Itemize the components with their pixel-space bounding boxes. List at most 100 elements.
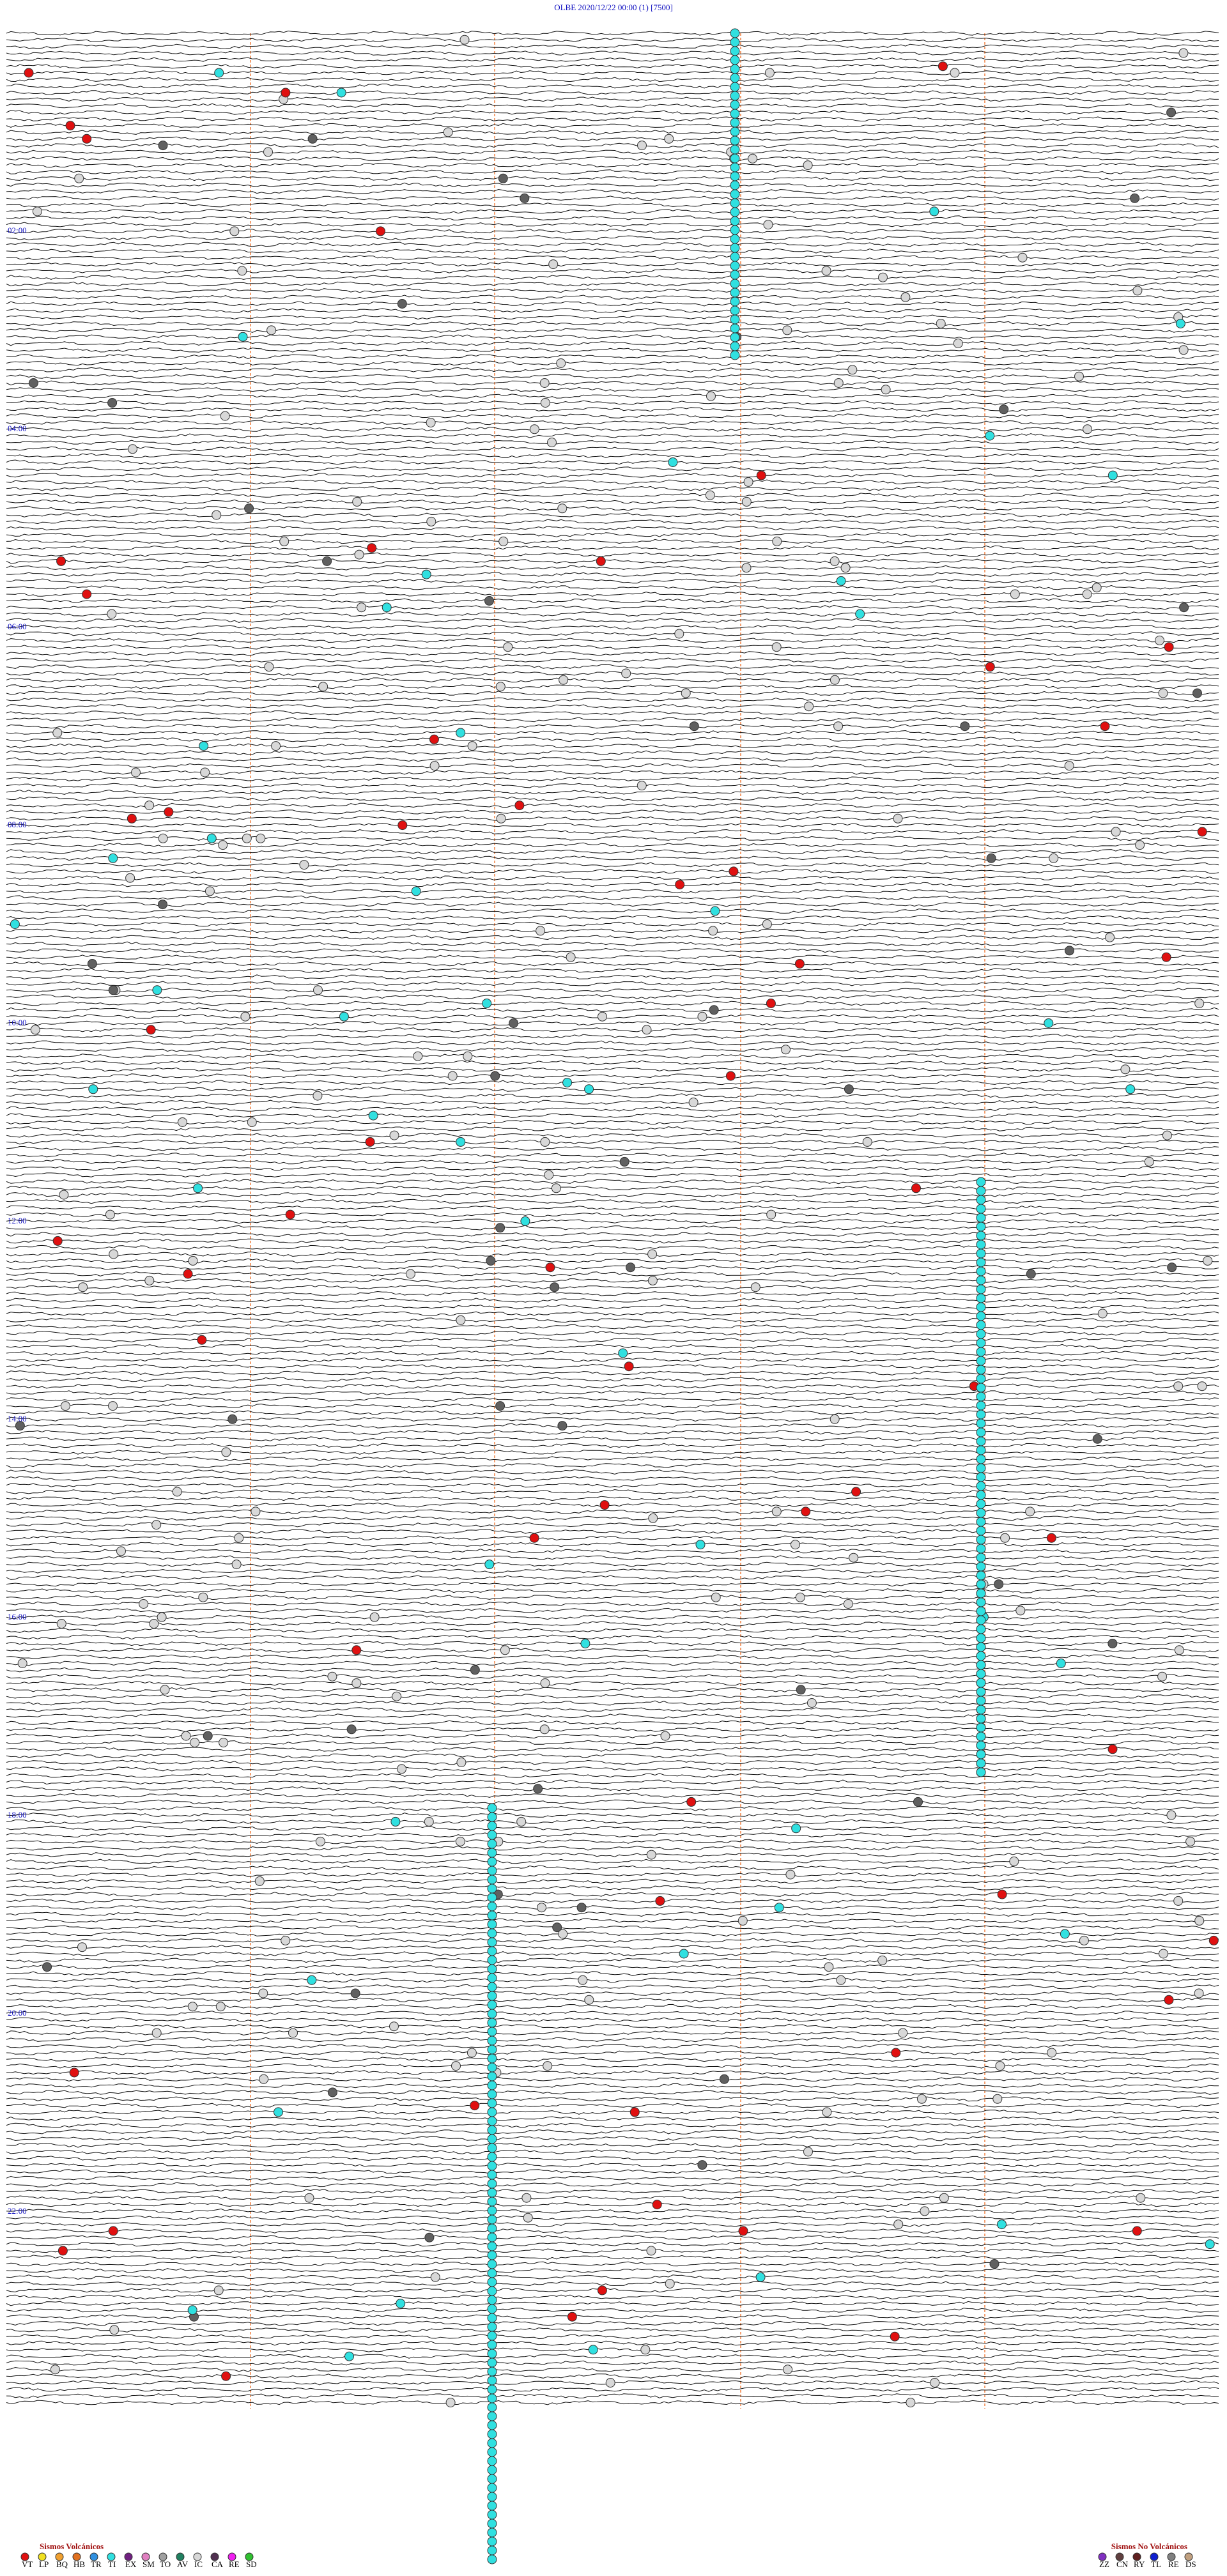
- trace: [6, 1278, 1219, 1284]
- event-marker: [1092, 1434, 1102, 1444]
- event-marker: [929, 206, 939, 217]
- event-marker: [487, 2304, 497, 2314]
- trace: [6, 2307, 1219, 2313]
- trace: [6, 611, 1219, 617]
- event-marker: [463, 1051, 473, 1061]
- event-marker: [730, 270, 740, 280]
- legend-code: RE: [1168, 2559, 1179, 2569]
- event-marker: [548, 259, 559, 270]
- trace: [6, 822, 1219, 828]
- event-marker: [795, 1592, 805, 1602]
- trace: [6, 1020, 1219, 1026]
- event-marker: [976, 1329, 986, 1339]
- legend-code: CA: [212, 2559, 224, 2569]
- event-marker: [354, 549, 364, 560]
- event-marker: [429, 734, 439, 744]
- trace: [6, 585, 1219, 590]
- event-marker: [496, 813, 506, 824]
- event-marker: [487, 1839, 497, 1849]
- event-marker: [495, 682, 505, 692]
- event-marker: [259, 2074, 269, 2084]
- event-marker: [688, 1098, 698, 1107]
- event-marker: [487, 2510, 497, 2520]
- trace: [6, 354, 1219, 360]
- event-marker: [1179, 602, 1189, 613]
- trace: [6, 928, 1219, 933]
- event-marker: [730, 28, 740, 38]
- trace: [6, 1192, 1219, 1198]
- event-marker: [730, 64, 740, 74]
- event-marker: [689, 721, 699, 732]
- trace: [6, 1931, 1219, 1937]
- event-marker: [766, 999, 776, 1008]
- trace: [6, 295, 1219, 300]
- event-marker: [710, 906, 720, 916]
- event-marker: [730, 216, 740, 226]
- trace: [6, 1977, 1219, 1983]
- trace: [6, 525, 1219, 531]
- trace: [6, 1885, 1219, 1890]
- event-marker: [251, 1506, 261, 1517]
- event-marker: [567, 2312, 577, 2322]
- event-marker: [637, 141, 647, 151]
- event-marker: [730, 341, 740, 351]
- event-marker: [539, 1724, 550, 1735]
- event-marker: [470, 1665, 480, 1675]
- event-marker: [997, 2220, 1007, 2230]
- event-marker: [953, 339, 963, 348]
- event-marker: [482, 999, 492, 1008]
- trace: [6, 215, 1219, 221]
- time-label: 14:00: [8, 1414, 27, 1423]
- event-marker: [59, 1190, 69, 1200]
- event-marker: [719, 2074, 729, 2084]
- trace: [6, 406, 1219, 412]
- trace: [6, 743, 1219, 749]
- event-marker: [737, 1915, 748, 1926]
- event-marker: [976, 1624, 986, 1634]
- event-marker: [344, 2351, 354, 2361]
- trace: [6, 1252, 1219, 1257]
- trace: [6, 1390, 1219, 1395]
- event-marker: [487, 2107, 497, 2117]
- event-marker: [490, 1071, 500, 1081]
- trace: [6, 1793, 1219, 1798]
- event-marker: [976, 1651, 986, 1661]
- event-marker: [976, 1660, 986, 1670]
- trace: [6, 1311, 1219, 1316]
- event-marker: [785, 1869, 796, 1880]
- trace: [6, 816, 1219, 822]
- event-marker: [1105, 932, 1115, 942]
- trace: [6, 1753, 1219, 1759]
- event-marker: [221, 1447, 231, 1457]
- event-marker: [976, 1579, 986, 1590]
- trace: [6, 37, 1219, 43]
- event-marker: [559, 675, 569, 685]
- event-marker: [881, 385, 891, 395]
- trace: [6, 1271, 1219, 1276]
- trace: [6, 1113, 1219, 1119]
- event-marker: [336, 88, 346, 98]
- trace: [6, 862, 1219, 868]
- event-marker: [390, 1816, 401, 1827]
- trace: [6, 129, 1219, 135]
- event-marker: [487, 1821, 497, 1831]
- trace: [6, 2195, 1219, 2201]
- trace: [6, 1139, 1219, 1145]
- event-marker: [1175, 319, 1185, 328]
- trace: [6, 1218, 1219, 1224]
- legend-code: ZZ: [1099, 2559, 1109, 2569]
- event-marker: [976, 1222, 986, 1232]
- event-marker: [487, 2501, 497, 2511]
- legend-marker: [89, 2552, 98, 2561]
- trace: [6, 1575, 1219, 1581]
- trace: [6, 730, 1219, 735]
- trace: [6, 1528, 1219, 1534]
- trace: [6, 1416, 1219, 1422]
- trace: [6, 849, 1219, 854]
- event-marker: [307, 1975, 317, 1985]
- trace: [6, 241, 1219, 247]
- trace: [6, 2188, 1219, 2194]
- event-marker: [976, 1767, 986, 1777]
- trace: [6, 123, 1219, 128]
